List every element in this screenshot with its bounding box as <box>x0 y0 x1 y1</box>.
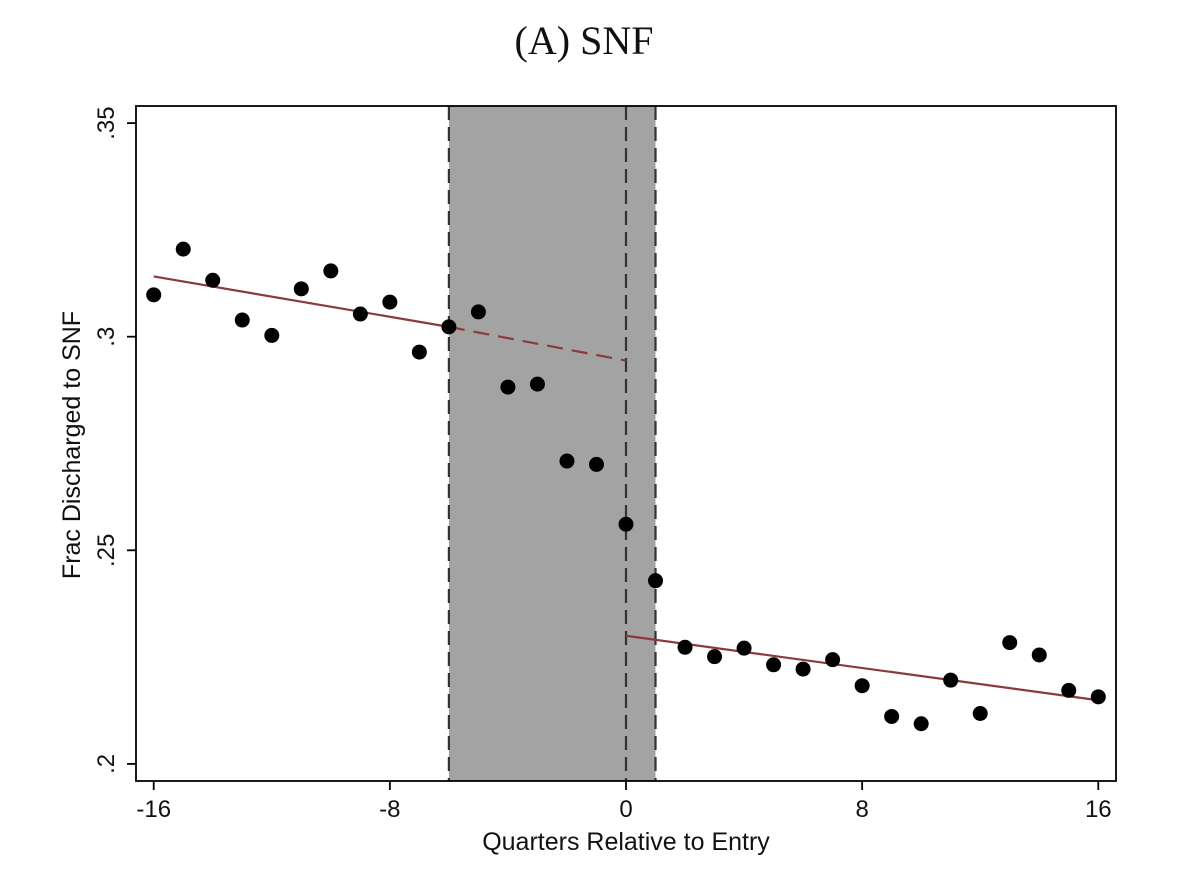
data-point <box>1031 647 1047 663</box>
data-point <box>146 287 162 303</box>
data-point <box>677 639 693 655</box>
data-point <box>175 241 191 257</box>
data-point <box>736 640 752 656</box>
fit-line-0 <box>153 275 450 328</box>
data-point <box>205 272 221 288</box>
data-point <box>795 661 811 677</box>
chart-title: (A) SNF <box>515 18 654 63</box>
data-point <box>323 263 339 279</box>
plot-area <box>146 106 1106 781</box>
x-tick-label: -16 <box>136 796 171 823</box>
axes: -16 -8 0 8 16 .2 .25 .3 .35 <box>93 106 1112 823</box>
x-tick-label: 16 <box>1085 796 1112 823</box>
data-point <box>352 306 368 322</box>
data-point <box>825 652 841 668</box>
x-tick-label: 0 <box>619 796 632 823</box>
data-point <box>441 319 457 335</box>
data-point <box>500 379 516 395</box>
data-point <box>264 327 280 343</box>
data-point <box>943 672 959 688</box>
y-axis-label: Frac Discharged to SNF <box>58 311 86 579</box>
data-point <box>1002 635 1018 651</box>
data-point <box>234 312 250 328</box>
data-point <box>884 708 900 724</box>
data-point <box>1061 682 1077 698</box>
x-tick-label: 8 <box>855 796 868 823</box>
data-point <box>707 649 723 665</box>
data-point <box>1090 689 1106 705</box>
fit-line-2 <box>625 634 1099 702</box>
data-point <box>529 376 545 392</box>
data-point <box>470 304 486 320</box>
y-tick-label: .3 <box>93 327 120 347</box>
y-tick-label: .35 <box>93 106 120 139</box>
data-point <box>618 516 634 532</box>
data-point <box>293 281 309 297</box>
data-point <box>766 657 782 673</box>
data-point <box>559 453 575 469</box>
data-point <box>913 716 929 732</box>
y-tick-label: .25 <box>93 534 120 567</box>
x-axis-label: Quarters Relative to Entry <box>482 828 770 856</box>
data-point <box>972 706 988 721</box>
data-point <box>382 294 398 310</box>
shaded-region <box>448 106 656 781</box>
data-point <box>411 344 427 360</box>
y-tick-label: .2 <box>93 754 120 774</box>
data-point <box>588 456 604 472</box>
data-point <box>648 573 664 589</box>
data-point <box>854 678 870 694</box>
x-tick-label: -8 <box>379 796 400 823</box>
fit-line-1 <box>448 325 627 362</box>
